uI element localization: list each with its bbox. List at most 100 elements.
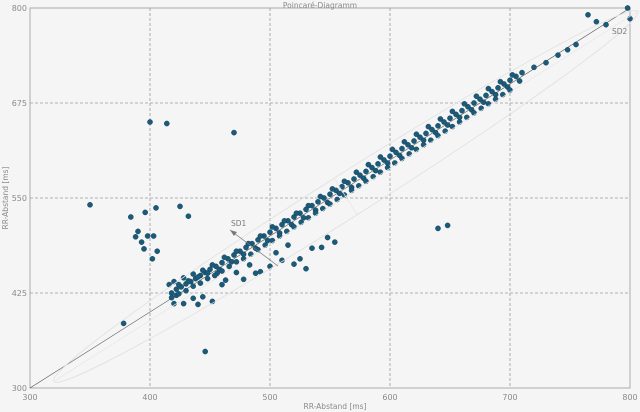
data-point [233, 258, 240, 265]
data-point [531, 64, 537, 71]
y-axis-title: RR-Abstand [ms] [1, 166, 10, 229]
data-point [478, 105, 485, 112]
data-point [199, 293, 206, 300]
data-point [190, 295, 196, 302]
data-point [222, 277, 229, 283]
tick-labels: 300 400 500 600 700 800 300 425 550 675 800 [12, 4, 638, 402]
x-tick-label: 800 [622, 393, 637, 402]
data-point [142, 209, 148, 216]
data-point [480, 99, 487, 105]
data-point [353, 169, 360, 175]
data-point [185, 213, 192, 219]
data-point [442, 128, 449, 134]
data-point [246, 262, 253, 268]
data-point [219, 268, 225, 274]
data-point [247, 251, 254, 257]
data-point [461, 101, 468, 107]
data-point [267, 263, 273, 270]
data-point [240, 276, 247, 283]
data-point [473, 93, 480, 99]
data-point [149, 255, 156, 262]
data-point [399, 155, 405, 162]
sd-ellipse-group [53, 0, 640, 383]
data-point [132, 233, 139, 240]
data-point [336, 190, 343, 197]
data-point [195, 301, 201, 308]
data-point [357, 172, 363, 178]
data-point [408, 144, 415, 151]
data-point [365, 161, 372, 168]
y-tick-label: 425 [12, 289, 27, 298]
data-point [144, 233, 151, 239]
data-point [624, 5, 631, 11]
data-point [471, 110, 477, 116]
sd1-axis [333, 178, 358, 215]
data-point [120, 320, 127, 327]
data-point [219, 281, 225, 288]
data-point [190, 283, 196, 290]
sd2-axis [53, 0, 640, 382]
data-point [269, 237, 276, 244]
data-point [381, 157, 387, 163]
data-point [329, 186, 336, 192]
data-point [285, 242, 291, 248]
data-point [465, 104, 471, 110]
data-point [298, 219, 305, 226]
x-tick-label: 600 [382, 393, 397, 402]
data-point [573, 41, 579, 48]
sd2-annotation: SD2 [612, 27, 628, 36]
data-point [355, 182, 362, 189]
data-point [483, 92, 489, 99]
sd-ellipse-layer [53, 0, 640, 383]
data-point [163, 120, 170, 127]
data-point [233, 269, 240, 276]
data-point [291, 224, 297, 230]
data-point [173, 286, 180, 293]
data-point [391, 160, 398, 166]
data-point [291, 261, 297, 267]
data-point [369, 164, 375, 171]
sd1-annotation: SD1 [231, 219, 247, 228]
data-point [495, 85, 501, 91]
data-point [228, 258, 235, 265]
data-point [150, 233, 157, 239]
data-point [226, 263, 232, 270]
identity-line-layer [29, 7, 631, 389]
data-point [175, 281, 182, 288]
data-point [219, 259, 225, 266]
data-point [257, 233, 264, 239]
data-point [127, 214, 134, 220]
data-point [305, 202, 312, 209]
x-axis-title: RR-Abstand [ms] [304, 402, 367, 411]
data-point [363, 178, 369, 185]
data-point [87, 201, 93, 208]
data-point [297, 255, 303, 262]
data-point [427, 137, 434, 143]
grid-lines [30, 8, 630, 388]
data-point [413, 146, 420, 153]
data-point [209, 262, 216, 268]
data-point [166, 281, 172, 288]
data-point [327, 191, 333, 197]
data-point [401, 138, 408, 145]
data-point [459, 107, 465, 114]
sd1-pointer-head [230, 230, 237, 236]
data-point [273, 249, 279, 256]
identity-line [29, 7, 631, 389]
data-point [411, 138, 417, 144]
data-point [317, 193, 324, 200]
data-point [387, 153, 393, 159]
data-point [221, 254, 228, 261]
data-point [444, 122, 451, 128]
data-point [405, 141, 411, 148]
data-point [564, 47, 571, 53]
data-point [497, 78, 504, 85]
data-point [341, 178, 348, 185]
data-point [334, 196, 341, 203]
data-point [204, 275, 211, 282]
data-point [293, 210, 300, 216]
data-point [190, 271, 196, 277]
data-point [406, 151, 413, 157]
data-point [507, 77, 513, 83]
data-point [399, 145, 405, 152]
